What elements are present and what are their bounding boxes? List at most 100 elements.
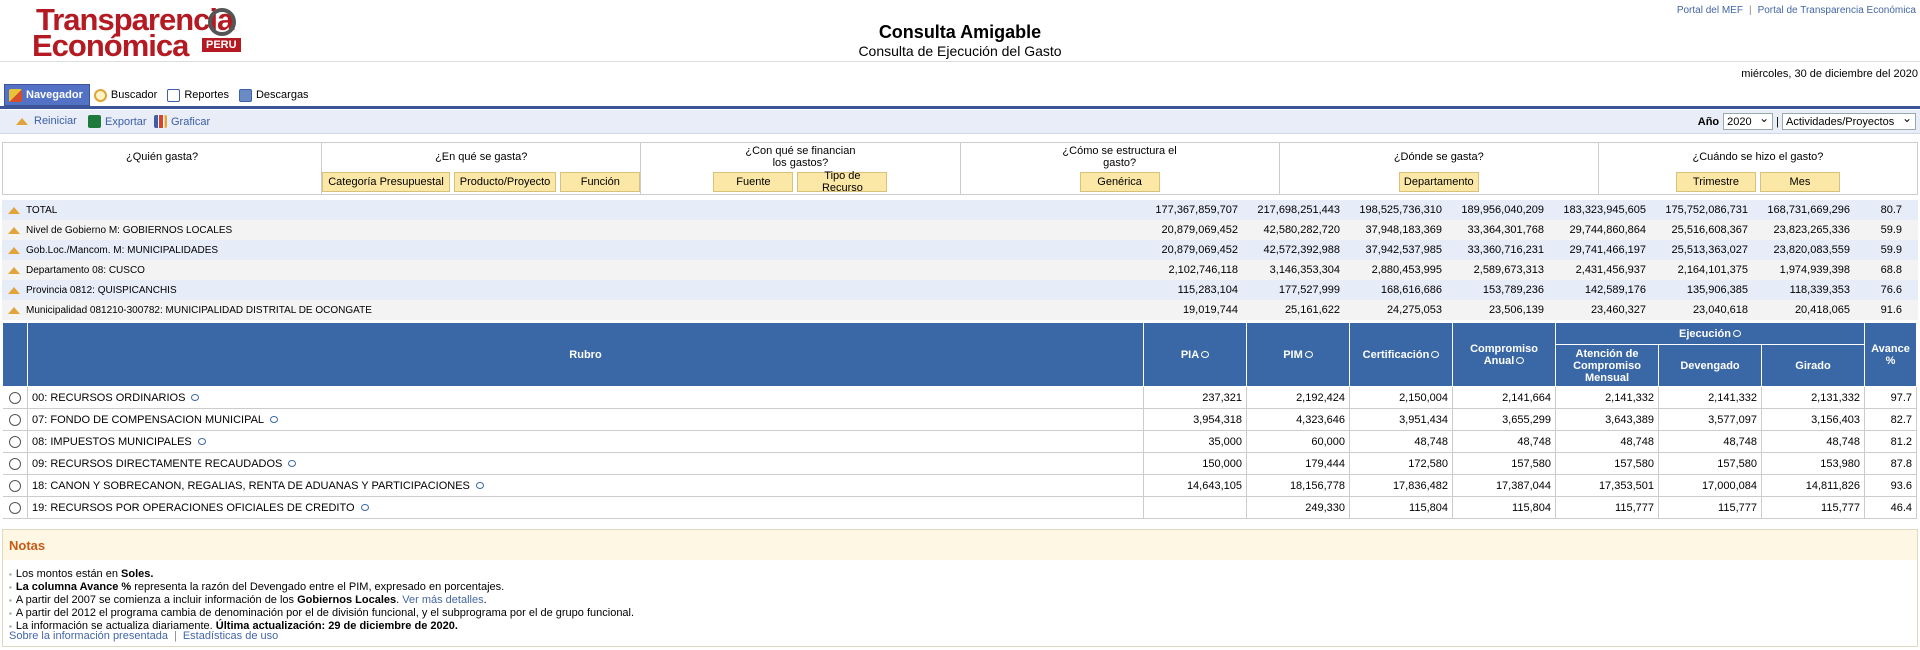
- transparencia-logo[interactable]: Transparencia Económica PERU: [28, 2, 268, 63]
- header-pim[interactable]: PIM: [1246, 322, 1350, 387]
- funcion-button[interactable]: Función: [560, 172, 641, 192]
- summary-row[interactable]: Nivel de Gobierno M: GOBIERNOS LOCALES 20…: [2, 220, 1918, 240]
- header: Transparencia Económica PERU Consulta Am…: [0, 0, 1920, 63]
- tab-descargas[interactable]: Descargas: [235, 84, 315, 106]
- tab-reportes[interactable]: Reportes: [163, 84, 235, 106]
- collapse-up-icon[interactable]: [8, 306, 20, 314]
- logo-line1: Transparencia: [36, 2, 234, 37]
- question-con-que: ¿Con qué se financian los gastos? Fuente…: [641, 143, 961, 194]
- note-item: Los montos están en Soles.: [9, 568, 1917, 581]
- header-compromiso[interactable]: Compromiso Anual: [1452, 322, 1556, 387]
- toolbar: Reiniciar Exportar Graficar Año 2020 | A…: [0, 110, 1920, 134]
- summary-table: TOTAL 177,367,859,707 217,698,251,443 198,5…: [2, 200, 1918, 320]
- row-radio[interactable]: [8, 413, 21, 426]
- info-bubble-icon[interactable]: [1304, 351, 1313, 359]
- collapse-up-icon[interactable]: [8, 266, 20, 274]
- link-estadisticas[interactable]: Estadísticas de uso: [182, 630, 279, 642]
- filter-questions: ¿Quién gasta? ¿En qué se gasta? Categorí…: [2, 142, 1918, 195]
- collapse-up-icon[interactable]: [8, 286, 20, 294]
- summary-row[interactable]: Provincia 0812: QUISPICANCHIS 115,283,104…: [2, 280, 1918, 300]
- trimestre-button[interactable]: Trimestre: [1675, 172, 1756, 192]
- header-divider: [0, 61, 1920, 62]
- generica-button[interactable]: Genérica: [1079, 172, 1160, 192]
- row-radio[interactable]: [8, 501, 21, 514]
- top-links: Portal del MEF | Portal de Transparencia E…: [1676, 5, 1916, 16]
- info-bubble-icon[interactable]: [1516, 357, 1525, 365]
- graficar-button[interactable]: Graficar: [154, 115, 210, 128]
- link-portal-transparencia[interactable]: Portal de Transparencia Económica: [1757, 5, 1916, 16]
- tab-buscador[interactable]: Buscador: [90, 84, 163, 106]
- rubro-table: Rubro PIA PIM Certificación Compromiso An…: [2, 322, 1917, 519]
- tab-underline: [0, 106, 1920, 109]
- categoria-presupuestal-button[interactable]: Categoría Presupuestal: [322, 172, 450, 192]
- download-icon: [238, 88, 252, 102]
- ver-mas-link[interactable]: Ver más detalles: [402, 594, 484, 606]
- table-row[interactable]: 09: RECURSOS DIRECTAMENTE RECAUDADOS 150,…: [2, 452, 1917, 475]
- question-quien: ¿Quién gasta?: [3, 143, 323, 194]
- note-item: A partir del 2007 se comienza a incluir …: [9, 594, 1917, 607]
- search-icon: [93, 88, 107, 102]
- row-radio[interactable]: [8, 391, 21, 404]
- producto-proyecto-button[interactable]: Producto/Proyecto: [453, 172, 557, 192]
- info-bubble-icon[interactable]: [475, 482, 484, 490]
- reiniciar-button[interactable]: Reiniciar: [16, 115, 77, 127]
- fuente-button[interactable]: Fuente: [713, 172, 794, 192]
- current-date: miércoles, 30 de diciembre del 2020: [1741, 68, 1918, 80]
- notes-panel: Notas Los montos están en Soles. La colu…: [2, 529, 1918, 647]
- question-donde: ¿Dónde se gasta? Departamento: [1280, 143, 1599, 194]
- row-radio[interactable]: [8, 435, 21, 448]
- summary-row[interactable]: Municipalidad 081210-300782: MUNICIPALID…: [2, 300, 1918, 320]
- exportar-button[interactable]: Exportar: [88, 115, 147, 128]
- question-como: ¿Cómo se estructura el gasto? Genérica: [961, 143, 1280, 194]
- summary-row[interactable]: TOTAL 177,367,859,707 217,698,251,443 198,5…: [2, 200, 1918, 220]
- activity-type-select[interactable]: Actividades/Proyectos: [1782, 111, 1916, 130]
- question-en-que: ¿En qué se gasta? Categoría Presupuestal…: [322, 143, 642, 194]
- restart-icon: [16, 117, 28, 125]
- footer-links: Sobre la información presentada | Estadíst…: [9, 630, 279, 642]
- info-bubble-icon[interactable]: [288, 460, 297, 468]
- header-girado: Girado: [1761, 344, 1865, 387]
- report-icon: [167, 88, 181, 102]
- info-bubble-icon[interactable]: [1732, 330, 1741, 338]
- logo-badge: PERU: [202, 38, 241, 52]
- notes-list: Los montos están en Soles. La columna Av…: [3, 568, 1917, 633]
- info-bubble-icon[interactable]: [360, 504, 369, 512]
- page-subtitle: Consulta de Ejecución del Gasto: [858, 43, 1062, 59]
- table-row[interactable]: 19: RECURSOS POR OPERACIONES OFICIALES D…: [2, 496, 1917, 519]
- table-row[interactable]: 07: FONDO DE COMPENSACION MUNICIPAL 3,954…: [2, 408, 1917, 431]
- link-portal-mef[interactable]: Portal del MEF: [1676, 5, 1743, 16]
- year-select[interactable]: 2020: [1723, 111, 1774, 130]
- note-item: La columna Avance % representa la razón …: [9, 581, 1917, 594]
- tab-navegador[interactable]: Navegador: [4, 84, 90, 106]
- note-item: La información se actualiza diariamente.…: [9, 620, 1917, 633]
- link-sobre-informacion[interactable]: Sobre la información presentada: [9, 630, 168, 642]
- info-bubble-icon[interactable]: [270, 416, 279, 424]
- table-row[interactable]: 18: CANON Y SOBRECANON, REGALIAS, RENTA …: [2, 474, 1917, 497]
- mes-button[interactable]: Mes: [1759, 172, 1840, 192]
- year-controls: Año 2020 | Actividades/Proyectos: [1697, 111, 1916, 130]
- chart-icon: [154, 115, 167, 128]
- row-radio[interactable]: [8, 479, 21, 492]
- info-bubble-icon[interactable]: [1431, 351, 1440, 359]
- collapse-up-icon[interactable]: [8, 226, 20, 234]
- logo-line2: Económica: [32, 28, 189, 63]
- header-certificacion[interactable]: Certificación: [1349, 322, 1453, 387]
- summary-row[interactable]: Departamento 08: CUSCO 2,102,746,118 3,146…: [2, 260, 1918, 280]
- main-tabs: Navegador Buscador Reportes Descargas: [4, 84, 315, 106]
- question-cuando: ¿Cuándo se hizo el gasto? Trimestre Mes: [1599, 143, 1917, 194]
- note-item: A partir del 2012 el programa cambia de …: [9, 607, 1917, 620]
- summary-row[interactable]: Gob.Loc./Mancom. M: MUNICIPALIDADES 20,87…: [2, 240, 1918, 260]
- row-radio[interactable]: [8, 457, 21, 470]
- collapse-up-icon[interactable]: [8, 246, 20, 254]
- info-bubble-icon[interactable]: [1201, 351, 1210, 359]
- table-row[interactable]: 00: RECURSOS ORDINARIOS 237,321 2,192,424 2…: [2, 386, 1917, 409]
- tipo-recurso-button[interactable]: Tipo de Recurso: [797, 170, 888, 194]
- header-pia[interactable]: PIA: [1143, 322, 1247, 387]
- year-label: Año: [1697, 115, 1720, 128]
- info-bubble-icon[interactable]: [197, 438, 206, 446]
- departamento-button[interactable]: Departamento: [1398, 172, 1479, 192]
- table-row[interactable]: 08: IMPUESTOS MUNICIPALES 35,000 60,000 48,…: [2, 430, 1917, 453]
- header-ejecucion[interactable]: Ejecución: [1555, 322, 1865, 345]
- collapse-up-icon[interactable]: [8, 206, 20, 214]
- info-bubble-icon[interactable]: [191, 394, 200, 402]
